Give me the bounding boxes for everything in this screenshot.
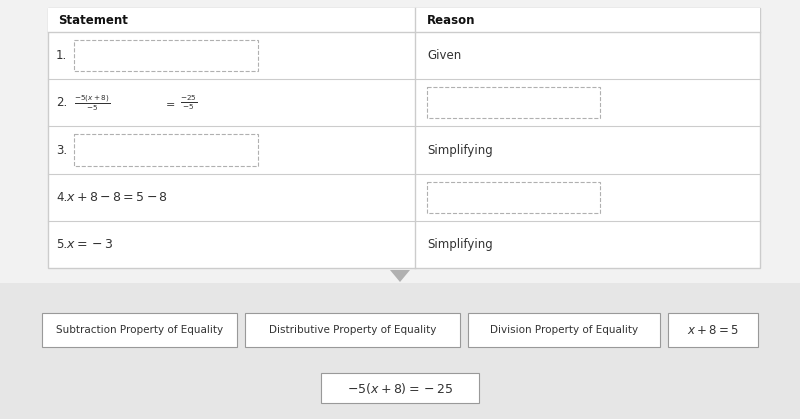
Text: Subtraction Property of Equality: Subtraction Property of Equality xyxy=(56,325,223,335)
Text: 2.: 2. xyxy=(56,96,67,109)
Text: Simplifying: Simplifying xyxy=(427,238,493,251)
Bar xyxy=(427,87,600,119)
Text: Statement: Statement xyxy=(58,13,128,26)
Text: 5.: 5. xyxy=(56,238,67,251)
Bar xyxy=(48,8,760,32)
Text: Simplifying: Simplifying xyxy=(427,143,493,157)
Bar xyxy=(74,134,258,166)
Text: Reason: Reason xyxy=(427,13,475,26)
Text: Division Property of Equality: Division Property of Equality xyxy=(490,325,638,335)
Text: $=$: $=$ xyxy=(163,98,175,108)
Text: $x+8-8=5-8$: $x+8-8=5-8$ xyxy=(66,191,168,204)
Bar xyxy=(668,313,758,347)
Text: 1.: 1. xyxy=(56,49,67,62)
Bar xyxy=(42,313,237,347)
Text: $-5(x+8)=-25$: $-5(x+8)=-25$ xyxy=(347,380,453,396)
Text: 4.: 4. xyxy=(56,191,67,204)
Bar xyxy=(427,181,600,213)
Text: $x+8=5$: $x+8=5$ xyxy=(687,323,739,336)
Bar xyxy=(245,313,460,347)
Bar xyxy=(321,373,479,403)
Text: $\frac{-25}{-5}$: $\frac{-25}{-5}$ xyxy=(180,93,198,112)
Polygon shape xyxy=(390,270,410,282)
Text: Distributive Property of Equality: Distributive Property of Equality xyxy=(269,325,436,335)
Bar xyxy=(0,283,800,419)
Bar xyxy=(74,40,258,71)
Bar xyxy=(48,8,760,268)
Text: $\frac{-5(x+8)}{-5}$: $\frac{-5(x+8)}{-5}$ xyxy=(74,93,110,113)
Text: Given: Given xyxy=(427,49,462,62)
Bar xyxy=(468,313,660,347)
Text: $x=-3$: $x=-3$ xyxy=(66,238,114,251)
Text: 3.: 3. xyxy=(56,143,67,157)
